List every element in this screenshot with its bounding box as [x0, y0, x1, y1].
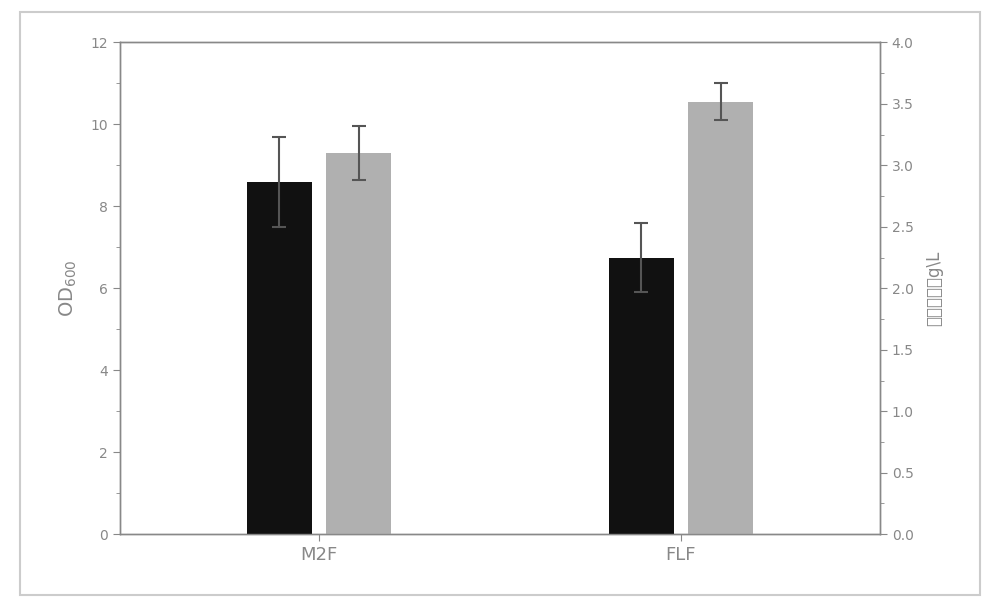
Y-axis label: OD$_{600}$: OD$_{600}$ — [58, 259, 79, 317]
Bar — [609, 257, 674, 534]
Y-axis label: 蛋氨酸产量g\L: 蛋氨酸产量g\L — [925, 251, 943, 326]
Bar — [326, 153, 391, 534]
Bar — [247, 182, 312, 534]
Bar — [688, 102, 753, 534]
